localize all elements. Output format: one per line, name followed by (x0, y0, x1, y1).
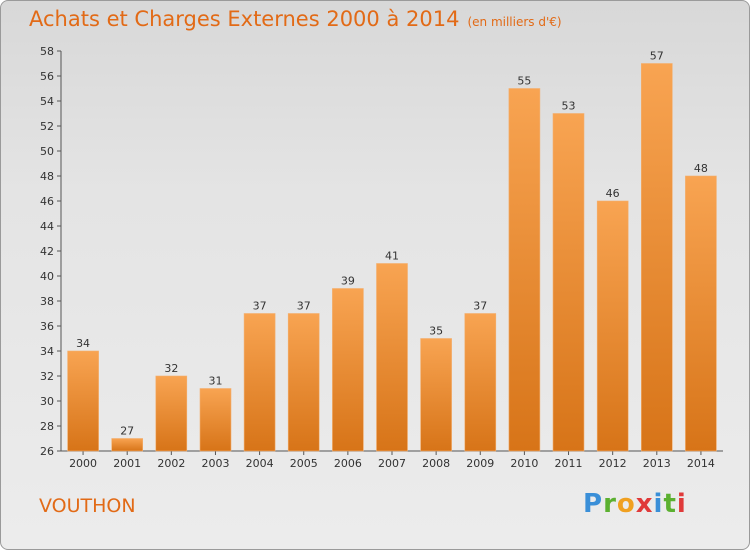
x-tick-label: 2013 (643, 457, 671, 470)
y-tick-label: 56 (40, 70, 54, 83)
y-tick-label: 28 (40, 420, 54, 433)
bar-2012 (596, 200, 629, 452)
data-label-2003: 31 (208, 375, 222, 388)
y-tick-label: 48 (40, 170, 54, 183)
x-tick-label: 2007 (378, 457, 406, 470)
data-label-2012: 46 (606, 187, 620, 200)
x-tick-label: 2014 (687, 457, 715, 470)
y-tick-label: 58 (40, 45, 54, 58)
bar-2010 (508, 88, 541, 452)
data-label-2002: 32 (164, 362, 178, 375)
chart-subtitle: (en milliers d'€) (467, 15, 562, 29)
bar-2011 (552, 113, 585, 452)
y-tick-label: 46 (40, 195, 54, 208)
data-label-2000: 34 (76, 337, 90, 350)
y-tick-label: 44 (40, 220, 54, 233)
bar-2002 (155, 375, 188, 452)
y-tick-label: 54 (40, 95, 54, 108)
bar-2006 (332, 288, 364, 452)
y-tick-label: 26 (40, 445, 54, 458)
y-tick-label: 38 (40, 295, 54, 308)
data-label-2006: 39 (341, 275, 355, 288)
x-tick-label: 2011 (555, 457, 583, 470)
y-tick-label: 30 (40, 395, 54, 408)
chart-bars: 34 27 32 31 37 37 39 41 35 37 55 53 46 57 48 (67, 50, 717, 452)
x-tick-label: 2000 (69, 457, 97, 470)
data-label-2007: 41 (385, 250, 399, 263)
y-tick-label: 50 (40, 145, 54, 158)
bar-2001 (111, 438, 143, 452)
x-tick-label: 2001 (113, 457, 141, 470)
x-tick-label: 2006 (334, 457, 362, 470)
data-label-2013: 57 (650, 50, 664, 63)
bar-2003 (199, 388, 232, 452)
x-tick-label: 2005 (290, 457, 318, 470)
y-tick-label: 40 (40, 270, 54, 283)
data-label-2011: 53 (562, 100, 576, 113)
x-tick-label: 2009 (466, 457, 494, 470)
bar-2005 (287, 313, 320, 452)
bar-2007 (376, 263, 408, 452)
bar-2014 (685, 175, 717, 452)
y-tick-label: 52 (40, 120, 54, 133)
data-label-2005: 37 (297, 300, 311, 313)
commune-name: VOUTHON (39, 495, 136, 517)
y-tick-label: 42 (40, 245, 54, 258)
x-tick-label: 2002 (157, 457, 185, 470)
y-tick-label: 36 (40, 320, 54, 333)
data-label-2008: 35 (429, 325, 443, 338)
x-tick-label: 2003 (201, 457, 229, 470)
x-tick-label: 2004 (246, 457, 274, 470)
x-tick-label: 2012 (599, 457, 627, 470)
bar-2000 (67, 350, 99, 452)
bar-2013 (640, 63, 673, 452)
x-tick-label: 2010 (510, 457, 538, 470)
proxiti-logo[interactable]: Proxiti (583, 489, 687, 519)
data-label-2009: 37 (473, 300, 487, 313)
bar-2009 (464, 313, 497, 452)
data-label-2001: 27 (120, 425, 134, 438)
y-tick-label: 34 (40, 345, 54, 358)
bar-2008 (420, 338, 452, 452)
bar-2004 (243, 313, 276, 452)
data-label-2014: 48 (694, 162, 708, 175)
chart-title-text: Achats et Charges Externes 2000 à 2014 (29, 7, 460, 31)
data-label-2010: 55 (517, 75, 531, 88)
data-label-2004: 37 (253, 300, 267, 313)
chart-title: Achats et Charges Externes 2000 à 2014 (e… (29, 7, 562, 31)
chart-axes: 26 28 30 32 34 36 38 40 42 44 46 48 50 52 54 56 58 2000 20… (40, 45, 723, 470)
y-tick-label: 32 (40, 370, 54, 383)
x-tick-label: 2008 (422, 457, 450, 470)
